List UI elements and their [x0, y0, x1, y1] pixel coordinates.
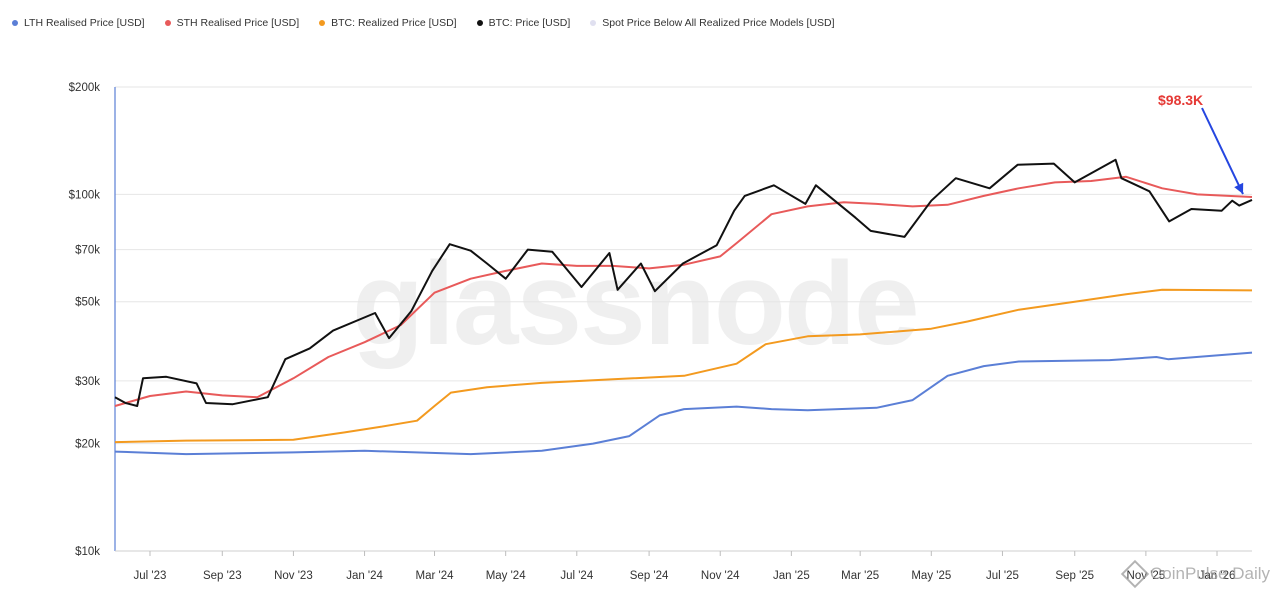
x-tick-label: Nov '25 [1127, 570, 1166, 582]
legend-label: LTH Realised Price [USD] [24, 17, 145, 29]
annotation-arrow [1201, 107, 1244, 195]
series-line [114, 175, 1253, 407]
series-layer [114, 158, 1253, 456]
series-line [114, 351, 1253, 456]
legend-dot-icon [164, 20, 171, 26]
legend-item[interactable]: LTH Realised Price [USD] [12, 15, 145, 31]
legend-label: BTC: Realized Price [USD] [331, 17, 457, 29]
x-tick-label: Jan '26 [1199, 570, 1236, 582]
annotation-layer [1201, 107, 1244, 195]
x-tick-label: May '24 [486, 570, 527, 582]
x-tick-label: Jul '25 [986, 570, 1019, 582]
credit-text: CoinPulse Daily [1150, 564, 1270, 583]
y-tick-label: $10k [75, 546, 100, 558]
y-axis: $10k $20k $30k $50k $70k $100k $200k [69, 82, 116, 558]
annotation-arrowhead-icon [1234, 182, 1244, 194]
y-tick-label: $100k [69, 189, 101, 201]
credit: CoinPulse Daily [1120, 559, 1270, 589]
x-tick-label: Mar '25 [841, 570, 879, 582]
legend-label: Spot Price Below All Realized Price Mode… [602, 17, 835, 29]
legend-item[interactable]: Spot Price Below All Realized Price Mode… [590, 15, 835, 31]
legend-dot-icon [590, 20, 597, 26]
y-tick-label: $70k [75, 245, 100, 257]
legend-label: STH Realised Price [USD] [176, 17, 300, 29]
x-axis: Jul '23 Sep '23 Nov '23 Jan '24 Mar '24 May '… [115, 550, 1252, 582]
series-line [114, 288, 1253, 444]
legend-item[interactable]: STH Realised Price [USD] [164, 15, 300, 31]
x-tick-label: Sep '25 [1055, 570, 1094, 582]
x-tick-label: Nov '23 [274, 570, 313, 582]
price-callout: $98.3K [1158, 92, 1204, 108]
coinpulse-logo-icon [1120, 559, 1150, 589]
legend-dot-icon [319, 20, 326, 26]
y-tick-label: $50k [75, 297, 100, 309]
x-tick-label: Mar '24 [416, 570, 455, 582]
x-tick-label: Nov '24 [701, 570, 740, 582]
x-tick-label: Jul '24 [560, 570, 593, 582]
y-tick-label: $20k [75, 439, 100, 451]
legend: LTH Realised Price [USD] STH Realised Pri… [12, 15, 835, 31]
legend-item[interactable]: BTC: Realized Price [USD] [319, 15, 457, 31]
legend-dot-icon [12, 20, 18, 26]
glassnode-watermark: glassnode [352, 238, 920, 370]
legend-item[interactable]: BTC: Price [USD] [476, 15, 571, 31]
x-tick-label: Jan '24 [346, 570, 383, 582]
x-tick-label: Sep '23 [203, 570, 242, 582]
series-line [114, 158, 1253, 407]
x-tick-label: Sep '24 [630, 570, 669, 582]
x-tick-label: Jan '25 [773, 570, 810, 582]
y-tick-label: $30k [75, 376, 100, 388]
grid [115, 86, 1252, 552]
y-tick-label: $200k [69, 82, 101, 94]
legend-dot-icon [476, 20, 483, 26]
legend-label: BTC: Price [USD] [488, 17, 571, 29]
x-tick-label: Jul '23 [134, 570, 167, 582]
x-tick-label: May '25 [911, 570, 951, 582]
